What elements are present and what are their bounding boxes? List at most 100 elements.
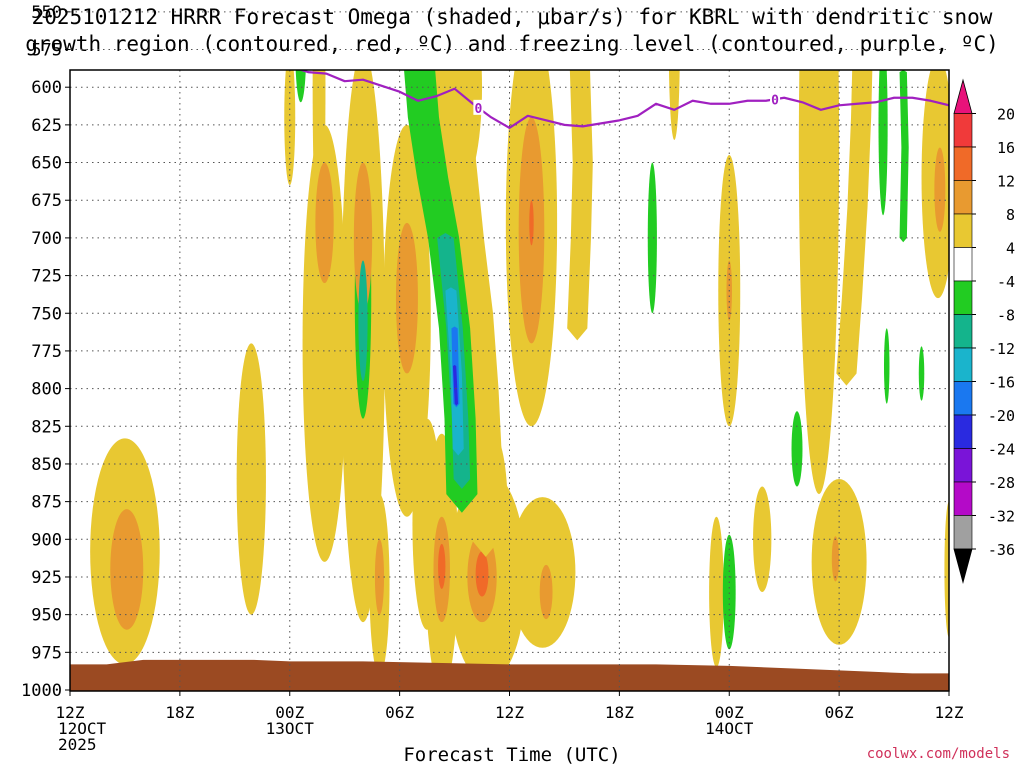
y-tick-label: 575 <box>31 41 62 61</box>
colorbar-label: -20 <box>988 407 1015 425</box>
colorbar-swatch <box>953 280 973 315</box>
colorbar-label: -8 <box>997 307 1015 325</box>
freezing-label-bg <box>193 43 203 58</box>
freezing-label-bg <box>770 91 781 107</box>
omega-band <box>438 70 503 557</box>
x-tick-label: 14OCT <box>705 719 754 738</box>
y-tick-label: 550 <box>31 3 62 23</box>
omega-region <box>358 260 368 382</box>
colorbar-swatch <box>953 481 973 516</box>
y-tick-label: 950 <box>31 606 62 626</box>
y-tick-label: 600 <box>31 78 62 98</box>
omega-region <box>110 509 144 630</box>
omega-region <box>447 0 462 50</box>
colorbar-label: -12 <box>988 340 1015 358</box>
chart-title-line1: 2025101212 HRRR Forecast Omega (shaded, … <box>31 5 993 29</box>
omega-region <box>918 346 925 401</box>
omega-region <box>709 516 724 668</box>
colorbar-swatch <box>953 448 973 483</box>
x-tick-label: 13OCT <box>266 719 315 738</box>
omega-region <box>539 564 553 620</box>
freezing-level-label: 0 <box>194 45 202 60</box>
colorbar-swatch <box>953 113 973 148</box>
omega-region <box>284 70 296 186</box>
x-tick-label: 12OCT <box>58 719 107 738</box>
omega-region <box>753 486 772 593</box>
colorbar-swatch <box>953 213 973 248</box>
colorbar-swatch <box>953 314 973 349</box>
freezing-level-label: 0 <box>771 93 779 108</box>
omega-shading <box>90 0 949 690</box>
omega-region <box>315 162 334 284</box>
omega-region <box>236 343 266 615</box>
omega-region <box>295 70 306 103</box>
x-tick-label: 12Z <box>56 703 85 722</box>
x-tick-label: 12Z <box>495 703 524 722</box>
y-tick-label: 925 <box>31 568 62 588</box>
omega-region <box>529 200 534 246</box>
colorbar-swatch <box>953 381 973 416</box>
omega-band <box>836 70 873 386</box>
y-tick-label: 850 <box>31 455 62 475</box>
x-tick-label: 00Z <box>715 703 744 722</box>
colorbar-arrow-bottom <box>953 548 973 585</box>
chart-title-line2: growth region (contoured, red, ºC) and f… <box>25 32 999 56</box>
x-tick-label: 2025 <box>58 735 97 754</box>
x-tick-label: 18Z <box>605 703 634 722</box>
y-tick-label: 725 <box>31 267 62 287</box>
colorbar-label: -32 <box>988 508 1015 526</box>
freezing-label-bg <box>473 99 484 115</box>
omega-region <box>475 551 489 597</box>
colorbar-label: 20 <box>997 106 1015 124</box>
colorbar-swatch <box>953 146 973 181</box>
omega-region <box>456 0 482 19</box>
omega-band <box>899 70 909 243</box>
omega-region <box>798 70 840 494</box>
y-tick-label: 675 <box>31 191 62 211</box>
y-axis: 5255505756006256506757007257507758008258… <box>21 3 70 701</box>
x-tick-label: 18Z <box>165 703 194 722</box>
omega-region <box>831 536 840 582</box>
omega-region <box>303 0 318 34</box>
omega-region <box>668 70 680 140</box>
y-tick-label: 825 <box>31 417 62 437</box>
y-tick-label: 975 <box>31 643 62 663</box>
colorbar-label: -16 <box>988 374 1015 392</box>
colorbar-label: -24 <box>988 441 1015 459</box>
omega-region <box>791 411 803 487</box>
freezing-level-contour: 0 0 0 <box>70 43 949 129</box>
omega-band <box>452 365 459 406</box>
colorbar-label: 4 <box>1006 240 1015 258</box>
colorbar-label: 16 <box>997 139 1015 157</box>
omega-region <box>438 543 446 590</box>
chart-title: 2025101212 HRRR Forecast Omega (shaded, … <box>0 4 1024 58</box>
colorbar: 20 16 12 8 4 -4 -8 -12 -16 -20 -24 -28 -32 -36 <box>953 78 1015 585</box>
omega-region <box>934 147 946 232</box>
omega-region <box>722 534 736 650</box>
colorbar-label: -36 <box>988 541 1015 559</box>
colorbar-swatch <box>953 180 973 215</box>
grid-lines <box>70 11 949 691</box>
x-tick-label: 06Z <box>825 703 854 722</box>
colorbar-label: -28 <box>988 474 1015 492</box>
y-tick-label: 875 <box>31 493 62 513</box>
colorbar-label: -4 <box>997 273 1015 291</box>
y-tick-label: 800 <box>31 380 62 400</box>
omega-region <box>302 124 347 562</box>
y-tick-label: 650 <box>31 154 62 174</box>
colorbar-label: 8 <box>1006 206 1015 224</box>
colorbar-label: 12 <box>997 173 1015 191</box>
x-axis-title: Forecast Time (UTC) <box>403 744 621 766</box>
credit-link[interactable]: coolwx.com/models <box>866 746 1010 762</box>
colorbar-swatch <box>953 414 973 449</box>
y-tick-label: 900 <box>31 530 62 550</box>
colorbar-swatch <box>953 515 973 550</box>
y-tick-label: 750 <box>31 304 62 324</box>
omega-region <box>647 162 657 314</box>
colorbar-swatch <box>953 247 973 282</box>
x-tick-label: 00Z <box>275 703 304 722</box>
freezing-level-line <box>70 70 949 129</box>
colorbar-arrow-top <box>953 78 973 114</box>
